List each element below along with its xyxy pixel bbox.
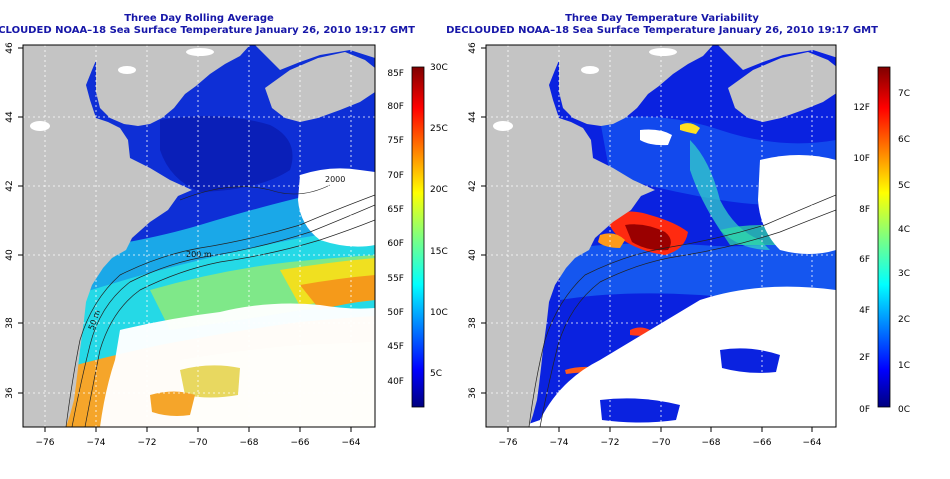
colorbar-label: 5C — [898, 181, 910, 191]
x-tick-label: −74 — [550, 438, 569, 448]
colorbar-label: 10F — [853, 154, 870, 164]
colorbar-label: 70F — [387, 171, 404, 181]
colorbar-gradient — [411, 66, 425, 408]
colorbar-label: 75F — [387, 136, 404, 146]
x-tick-label: −64 — [342, 438, 361, 448]
x-tick-label: −72 — [601, 438, 620, 448]
colorbar-label: 25C — [430, 124, 448, 134]
panel-rolling-average: Three Day Rolling Average DECLOUDED NOAA… — [0, 13, 448, 448]
panel-title: Three Day Temperature Variability — [565, 13, 759, 24]
colorbar-label: 0C — [898, 405, 910, 415]
y-tick-label: 40 — [468, 249, 478, 261]
x-axis: −76 −74 −72 −70 −68 −66 −64 — [36, 427, 361, 448]
colorbar: 85F 80F 75F 70F 65F 60F 55F 50F 45F 40F … — [387, 63, 448, 408]
y-axis: 36 38 40 42 44 46 — [5, 42, 23, 399]
colorbar-label: 7C — [898, 89, 910, 99]
colorbar-label: 6C — [898, 135, 910, 145]
y-tick-label: 36 — [5, 387, 15, 399]
colorbar-gradient — [877, 66, 891, 408]
colorbar-c-labels: 7C 6C 5C 4C 3C 2C 1C 0C — [898, 89, 910, 415]
colorbar-label: 4F — [859, 306, 870, 316]
colorbar-label: 2F — [859, 353, 870, 363]
x-tick-label: −74 — [87, 438, 106, 448]
colorbar-label: 55F — [387, 274, 404, 284]
x-tick-label: −76 — [36, 438, 55, 448]
colorbar-label: 2C — [898, 315, 910, 325]
colorbar-label: 80F — [387, 102, 404, 112]
x-tick-label: −66 — [291, 438, 310, 448]
x-tick-label: −64 — [803, 438, 822, 448]
colorbar-f-labels: 12F 10F 8F 6F 4F 2F 0F — [853, 103, 870, 415]
colorbar-label: 0F — [859, 405, 870, 415]
colorbar-label: 85F — [387, 69, 404, 79]
y-tick-label: 46 — [468, 42, 478, 54]
colorbar-label: 6F — [859, 255, 870, 265]
y-tick-label: 38 — [5, 317, 15, 329]
colorbar-label: 8F — [859, 205, 870, 215]
panel-title: Three Day Rolling Average — [124, 13, 274, 24]
contour-label: 200 m — [186, 250, 212, 259]
colorbar-label: 4C — [898, 225, 910, 235]
x-axis: −76 −74 −72 −70 −68 −66 −64 — [499, 427, 822, 448]
colorbar-label: 60F — [387, 239, 404, 249]
colorbar-label: 65F — [387, 205, 404, 215]
panel-subtitle: DECLOUDED NOAA–18 Sea Surface Temperatur… — [0, 25, 415, 36]
colorbar-label: 20C — [430, 185, 448, 195]
x-tick-label: −66 — [753, 438, 772, 448]
colorbar-label: 5C — [430, 369, 442, 379]
map-area[interactable]: 2000 200 m 50 m — [23, 45, 375, 427]
colorbar-label: 1C — [898, 361, 910, 371]
colorbar-label: 12F — [853, 103, 870, 113]
panel-variability: Three Day Temperature Variability DECLOU… — [446, 13, 910, 448]
x-tick-label: −70 — [652, 438, 671, 448]
colorbar-label: 3C — [898, 269, 910, 279]
x-tick-label: −70 — [189, 438, 208, 448]
map-area[interactable] — [486, 45, 838, 427]
map-frame — [22, 44, 376, 428]
colorbar-label: 30C — [430, 63, 448, 73]
y-tick-label: 40 — [5, 249, 15, 261]
colorbar: 12F 10F 8F 6F 4F 2F 0F 7C 6C 5C 4C 3C 2C… — [853, 66, 910, 415]
cloud-patch — [758, 155, 836, 254]
panel-subtitle: DECLOUDED NOAA–18 Sea Surface Temperatur… — [446, 25, 878, 36]
y-tick-label: 36 — [468, 387, 478, 399]
x-tick-label: −76 — [499, 438, 518, 448]
colorbar-f-labels: 85F 80F 75F 70F 65F 60F 55F 50F 45F 40F — [387, 69, 404, 387]
colorbar-label: 40F — [387, 377, 404, 387]
y-tick-label: 42 — [468, 180, 478, 191]
y-axis: 36 38 40 42 44 46 — [468, 42, 486, 399]
y-tick-label: 38 — [468, 317, 478, 329]
contour-label: 2000 — [325, 175, 345, 184]
gridlines — [23, 45, 375, 427]
y-tick-label: 42 — [5, 180, 15, 191]
x-tick-label: −68 — [240, 438, 259, 448]
y-tick-label: 44 — [5, 111, 15, 123]
gridlines — [486, 45, 836, 427]
colorbar-label: 15C — [430, 247, 448, 257]
x-tick-label: −68 — [702, 438, 721, 448]
cloud-patch — [520, 286, 836, 427]
y-tick-label: 46 — [5, 42, 15, 54]
colorbar-label: 10C — [430, 308, 448, 318]
colorbar-c-labels: 30C 25C 20C 15C 10C 5C — [430, 63, 448, 379]
colorbar-label: 50F — [387, 308, 404, 318]
colorbar-label: 45F — [387, 342, 404, 352]
x-tick-label: −72 — [138, 438, 157, 448]
y-tick-label: 44 — [468, 111, 478, 123]
